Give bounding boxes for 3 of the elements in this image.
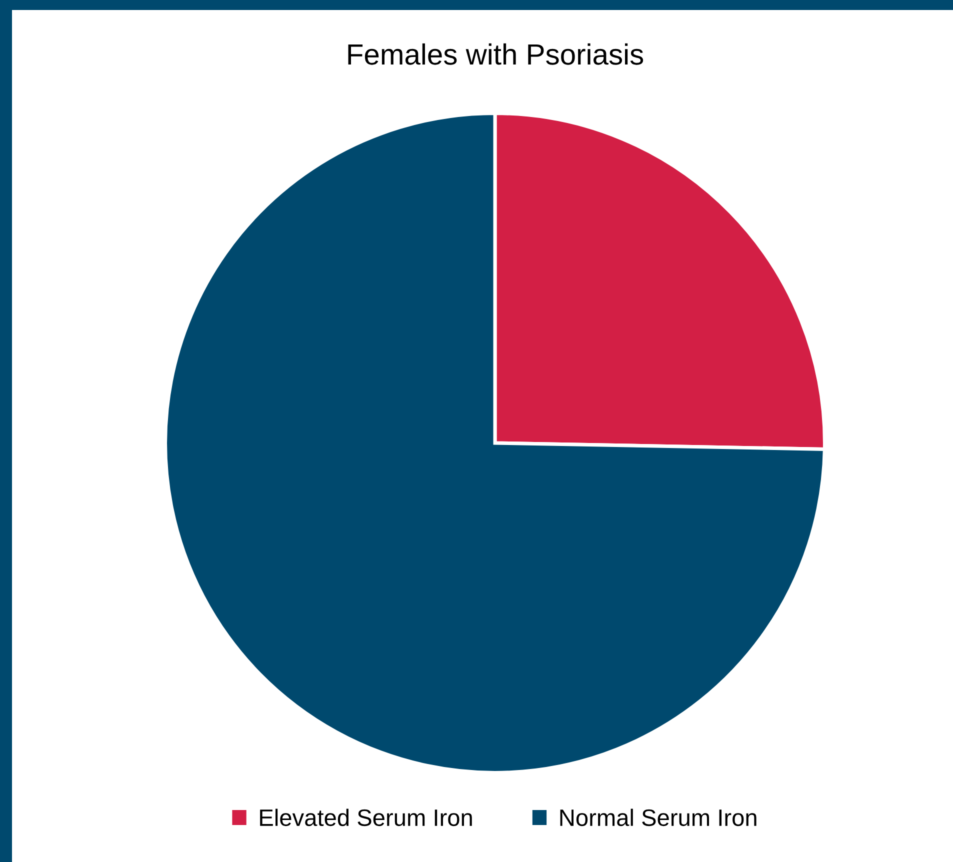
- legend-label: Elevated Serum Iron: [260, 808, 472, 826]
- legend-label: Normal Serum Iron: [560, 808, 756, 826]
- chart-title: Females with Psoriasis: [348, 43, 644, 65]
